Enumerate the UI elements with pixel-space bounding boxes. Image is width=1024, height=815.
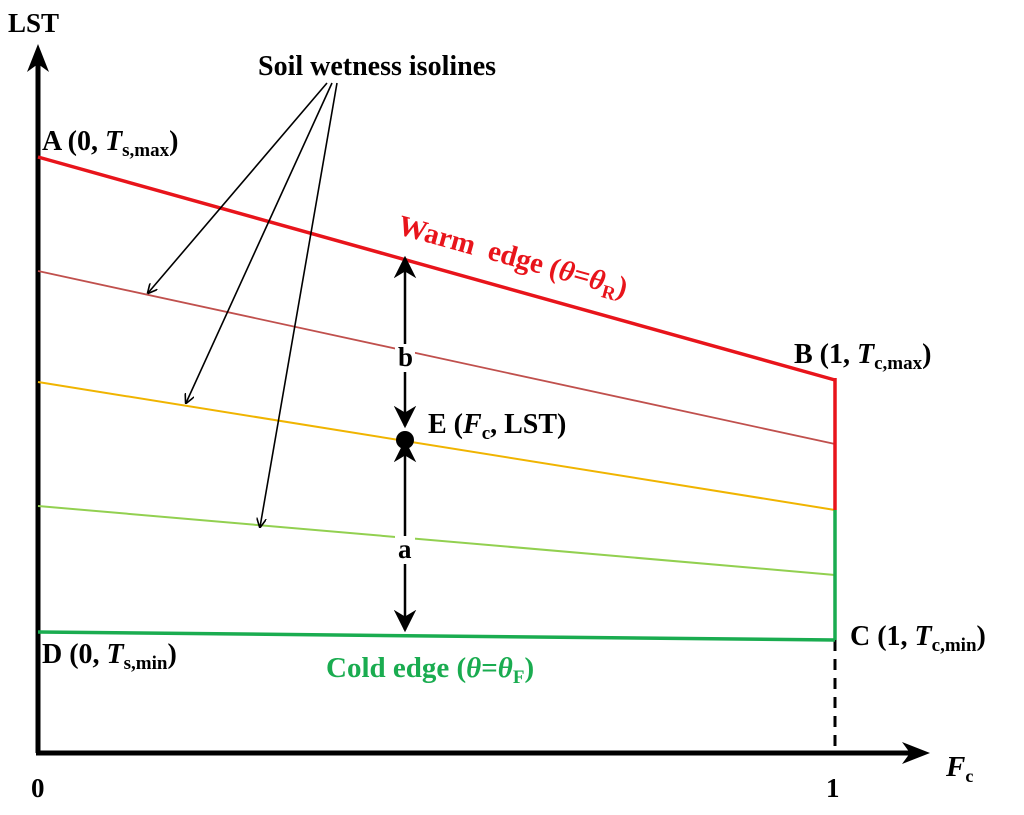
point-b-label: B (1, Tc,max): [794, 339, 931, 374]
warm-edge-line: [37, 155, 836, 382]
label-b-background: [395, 344, 415, 372]
x-one-tick-label: 1: [826, 773, 840, 803]
isoline-2: [37, 381, 836, 511]
x-axis-label-main: F: [945, 751, 965, 783]
origin-tick-label: 0: [31, 773, 45, 803]
point-e-var: F: [462, 409, 482, 440]
warm-edge-pre: Warm edge (: [395, 210, 564, 286]
warm-edge-sub: R: [599, 281, 618, 305]
point-e-sub: c: [482, 423, 490, 444]
isoline-1: [37, 270, 836, 445]
cold-edge-pre: Cold edge (: [326, 652, 466, 684]
point-a-sub: s,max: [122, 140, 169, 161]
x-axis-label: Fc: [945, 751, 973, 786]
point-a-var: T: [105, 126, 124, 157]
isoline-pointer-3: [260, 82, 338, 527]
cold-edge-eq: =: [481, 652, 498, 684]
point-e-marker: [396, 431, 414, 449]
cold-edge-line: [37, 630, 836, 642]
distance-b-label: b: [398, 342, 413, 372]
point-c-pre: C (1,: [850, 621, 915, 652]
point-c-sub: c,min: [932, 635, 977, 656]
cold-edge-label: Cold edge (θ=θF): [326, 652, 534, 688]
label-a-background: [395, 536, 415, 564]
point-c-label: C (1, Tc,min): [850, 621, 986, 656]
point-b-pre: B (1,: [794, 339, 857, 370]
point-d-var: T: [107, 639, 126, 670]
point-e-pre: E (: [428, 409, 463, 440]
warm-edge-label: Warm edge (θ=θR): [359, 200, 652, 314]
y-axis-label: LST: [8, 8, 59, 38]
cold-edge-post: ): [524, 652, 534, 684]
point-d-label: D (0, Ts,min): [42, 639, 177, 674]
isoline-pointer-1: [148, 82, 328, 293]
x-axis-arrowhead: [902, 742, 930, 764]
point-a-post: ): [169, 126, 178, 157]
point-d-post: ): [167, 639, 176, 670]
point-a-pre: A (0,: [42, 126, 105, 157]
point-e-label: E (Fc, LST): [428, 409, 566, 444]
isoline-3: [37, 505, 836, 576]
cold-edge-sub: F: [513, 667, 525, 688]
point-d-sub: s,min: [124, 653, 168, 674]
point-c-var: T: [915, 621, 934, 652]
y-axis-arrowhead: [27, 44, 49, 72]
distance-a-label: a: [398, 534, 412, 564]
isoline-pointer-2: [186, 82, 333, 403]
point-b-var: T: [857, 339, 876, 370]
cold-edge-theta2: θ: [498, 652, 513, 684]
point-b-sub: c,max: [874, 353, 923, 374]
point-e-post: , LST): [490, 409, 566, 440]
x-axis-label-sub: c: [965, 766, 973, 786]
point-c-post: ): [977, 621, 986, 652]
isolines-annotation: Soil wetness isolines: [258, 51, 496, 82]
cold-edge-theta: θ: [466, 652, 481, 684]
point-a-label: A (0, Ts,max): [42, 126, 178, 161]
point-d-pre: D (0,: [42, 639, 107, 670]
point-b-post: ): [922, 339, 931, 370]
